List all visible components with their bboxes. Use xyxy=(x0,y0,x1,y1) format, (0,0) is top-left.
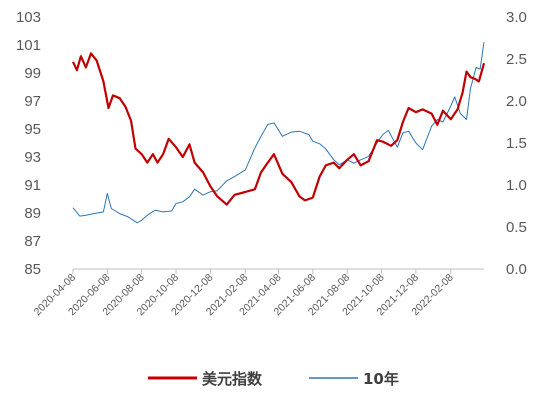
series-line-0 xyxy=(72,52,486,206)
y-left-tick-label: 95 xyxy=(24,121,41,138)
y-left-tick-label: 85 xyxy=(24,261,41,278)
y-left-tick-label: 87 xyxy=(24,233,41,250)
legend: 美元指数 10年 xyxy=(148,370,399,388)
x-axis-labels: 2020-04-082020-06-082020-08-082020-10-08… xyxy=(32,272,456,319)
y-axis-right-labels: 0.0 0.5 1.0 1.5 2.0 2.5 3.0 xyxy=(506,9,527,278)
y-left-tick-label: 89 xyxy=(24,205,41,222)
y-right-tick-label: 2.5 xyxy=(506,51,527,68)
legend-label-0: 美元指数 xyxy=(202,370,263,388)
y-right-tick-label: 0.0 xyxy=(506,261,527,278)
y-right-tick-label: 1.5 xyxy=(506,135,527,152)
y-right-tick-label: 0.5 xyxy=(506,219,527,236)
y-right-tick-label: 3.0 xyxy=(506,9,527,26)
legend-label-1: 10年 xyxy=(363,370,399,388)
series-layer xyxy=(72,42,486,224)
x-axis-ticks xyxy=(72,269,452,274)
y-left-tick-label: 103 xyxy=(16,9,41,26)
y-left-tick-label: 99 xyxy=(24,65,41,82)
y-left-tick-label: 97 xyxy=(24,93,41,110)
y-left-tick-label: 93 xyxy=(24,149,41,166)
y-left-tick-label: 101 xyxy=(16,37,41,54)
y-right-tick-label: 2.0 xyxy=(506,93,527,110)
y-right-tick-label: 1.0 xyxy=(506,177,527,194)
y-left-tick-label: 91 xyxy=(24,177,41,194)
series-line-1 xyxy=(72,42,485,224)
y-axis-left-labels: 85 87 89 91 93 95 97 99 101 103 xyxy=(16,9,41,278)
